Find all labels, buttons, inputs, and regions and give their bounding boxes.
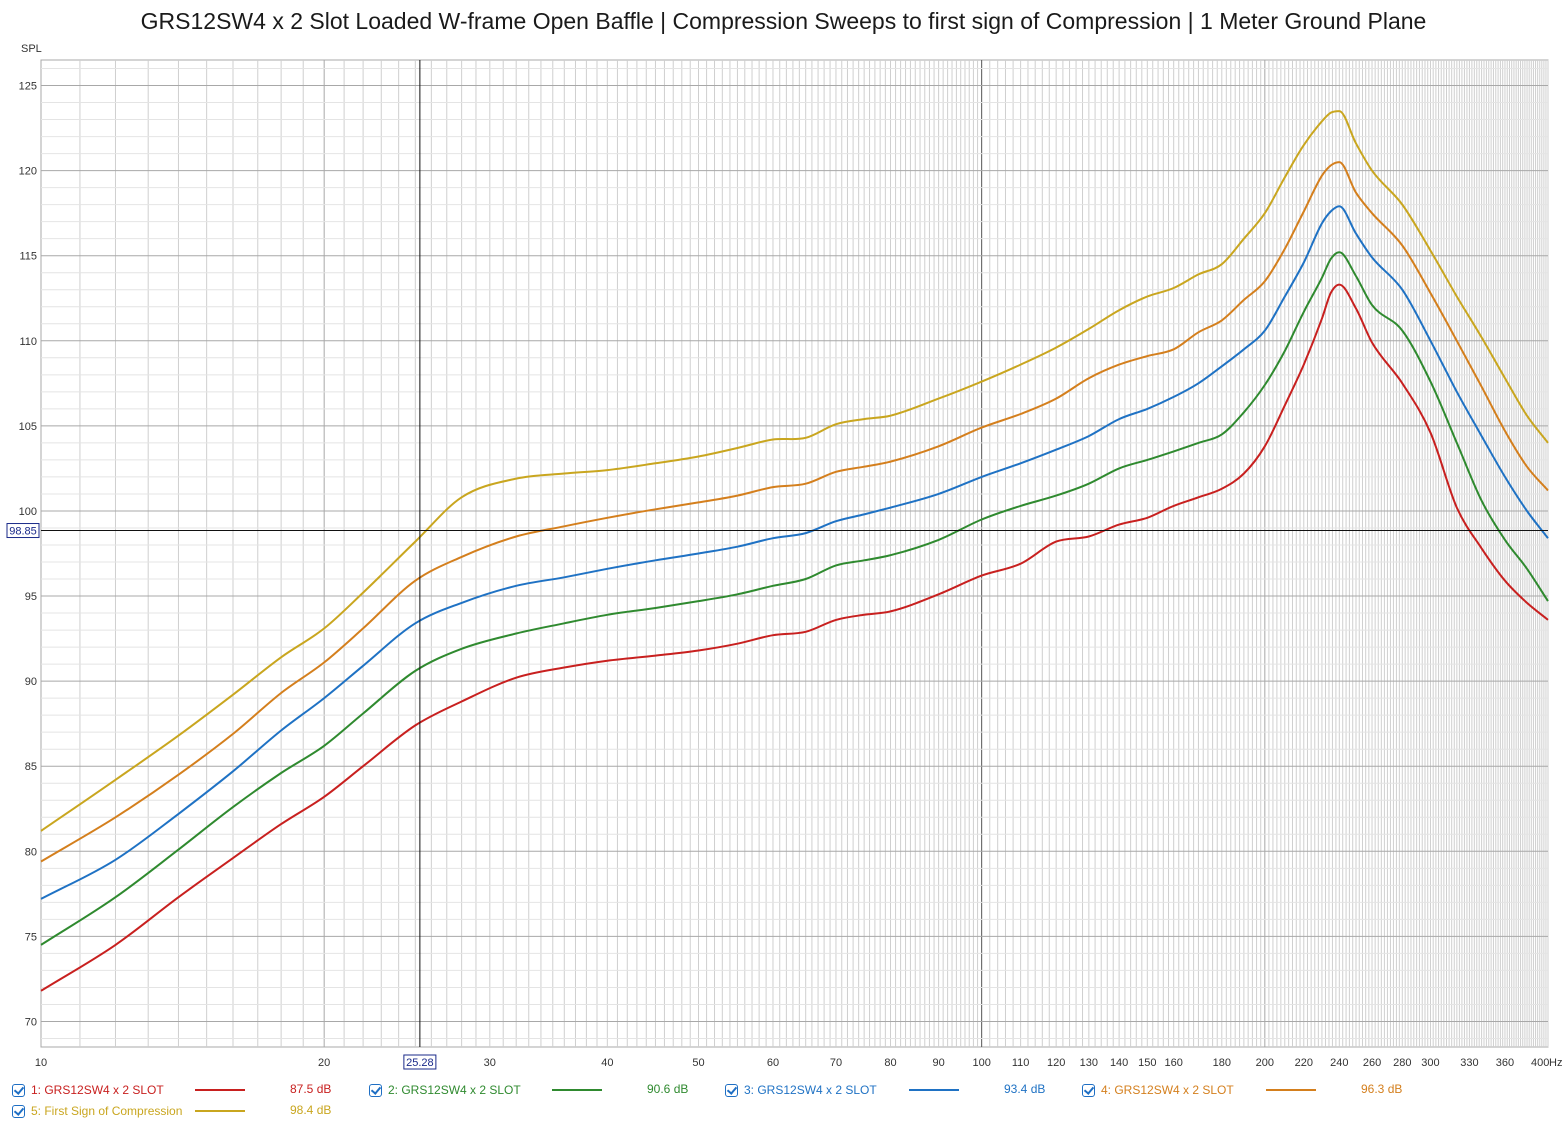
chart-title: GRS12SW4 x 2 Slot Loaded W-frame Open Ba… [140,8,1427,34]
x-tick-label: 220 [1295,1057,1313,1069]
checkbox-icon[interactable] [12,1104,25,1118]
legend-line-swatch [552,1089,602,1091]
legend-item-3[interactable]: 3: GRS12SW4 x 2 SLOT [725,1081,877,1099]
grid [40,59,1549,1048]
x-tick-label: 140 [1110,1057,1128,1069]
legend-item-2[interactable]: 2: GRS12SW4 x 2 SLOT [369,1081,521,1099]
series-line-4 [40,161,1549,863]
legend-series-name: 1: GRS12SW4 x 2 SLOT [31,1083,164,1097]
x-tick-label: 150 [1138,1057,1156,1069]
legend-item-5[interactable]: 5: First Sign of Compression [12,1102,182,1120]
legend-line-swatch [195,1110,245,1112]
y-tick-label: 115 [19,251,37,263]
x-tick-label: 330 [1460,1057,1478,1069]
legend-series-name: 5: First Sign of Compression [31,1104,183,1118]
x-tick-label: 90 [932,1057,944,1069]
y-tick-label: 80 [25,846,37,858]
x-tick-label: 260 [1363,1057,1381,1069]
y-axis-label: SPL [21,43,42,55]
legend: 1: GRS12SW4 x 2 SLOT 87.5 dB 2: GRS12SW4 x… [0,1078,1567,1123]
legend-level-value: 87.5 dB [290,1082,332,1096]
x-tick-label: 80 [884,1057,896,1069]
axes: 70 75 80 85 90 95 100 105 110 115 120 125 SPL 10 20 30 4… [19,43,1563,1069]
x-tick-label: 40 [601,1057,613,1069]
x-tick-label: 160 [1164,1057,1182,1069]
y-tick-label: 105 [19,421,37,433]
legend-line-swatch [1266,1089,1316,1091]
series-line-1 [40,283,1549,992]
legend-level-value: 90.6 dB [647,1082,689,1096]
y-tick-label: 125 [19,81,37,93]
x-tick-label: 300 [1421,1057,1439,1069]
legend-series-name: 3: GRS12SW4 x 2 SLOT [744,1083,877,1097]
series-layer [40,110,1549,992]
x-tick-label: 70 [830,1057,842,1069]
y-tick-label: 75 [25,931,37,943]
x-tick-label: 50 [692,1057,704,1069]
legend-level-value: 93.4 dB [1004,1082,1046,1096]
cursor-y-readout: 98.85 [9,526,37,538]
legend-series-name: 2: GRS12SW4 x 2 SLOT [388,1083,521,1097]
checkbox-icon[interactable] [12,1083,25,1097]
frequency-response-plot[interactable]: 98.85 25.28 70 75 80 85 90 95 100 105 110 115 120 12… [0,0,1567,1080]
legend-line-swatch [195,1089,245,1091]
x-tick-label: 30 [484,1057,496,1069]
series-line-3 [40,205,1549,900]
y-tick-label: 90 [25,676,37,688]
x-tick-label: 200 [1256,1057,1274,1069]
x-tick-label: 110 [1012,1057,1030,1069]
x-tick-label: 180 [1213,1057,1231,1069]
x-tick-label: 60 [767,1057,779,1069]
checkbox-icon[interactable] [725,1083,738,1097]
checkbox-icon[interactable] [369,1083,382,1097]
legend-line-swatch [909,1089,959,1091]
cursor-x-readout: 25.28 [406,1057,434,1069]
y-tick-label: 100 [19,506,37,518]
legend-item-1[interactable]: 1: GRS12SW4 x 2 SLOT [12,1081,164,1099]
x-tick-label: 100 [972,1057,990,1069]
y-tick-label: 70 [25,1016,37,1028]
y-tick-label: 95 [25,591,37,603]
series-line-5 [40,110,1549,832]
x-tick-label: 360 [1496,1057,1514,1069]
x-axis-unit: Hz [1549,1057,1562,1069]
x-tick-label: 130 [1080,1057,1098,1069]
series-line-2 [40,251,1549,946]
legend-item-4[interactable]: 4: GRS12SW4 x 2 SLOT [1082,1081,1234,1099]
cursor-y-readout-box [6,523,40,539]
y-tick-label: 120 [19,166,37,178]
x-tick-label: 240 [1330,1057,1348,1069]
x-tick-label: 400 [1531,1057,1549,1069]
x-tick-label: 20 [318,1057,330,1069]
x-tick-label: 10 [35,1057,47,1069]
legend-series-name: 4: GRS12SW4 x 2 SLOT [1101,1083,1234,1097]
cursor-x-readout-box [403,1054,437,1070]
legend-level-value: 98.4 dB [290,1103,332,1117]
y-tick-label: 110 [19,336,37,348]
y-tick-label: 85 [25,761,37,773]
checkbox-icon[interactable] [1082,1083,1095,1097]
cursor: 98.85 25.28 [6,60,1548,1070]
x-tick-label: 120 [1047,1057,1065,1069]
legend-level-value: 96.3 dB [1361,1082,1403,1096]
x-tick-label: 280 [1393,1057,1411,1069]
